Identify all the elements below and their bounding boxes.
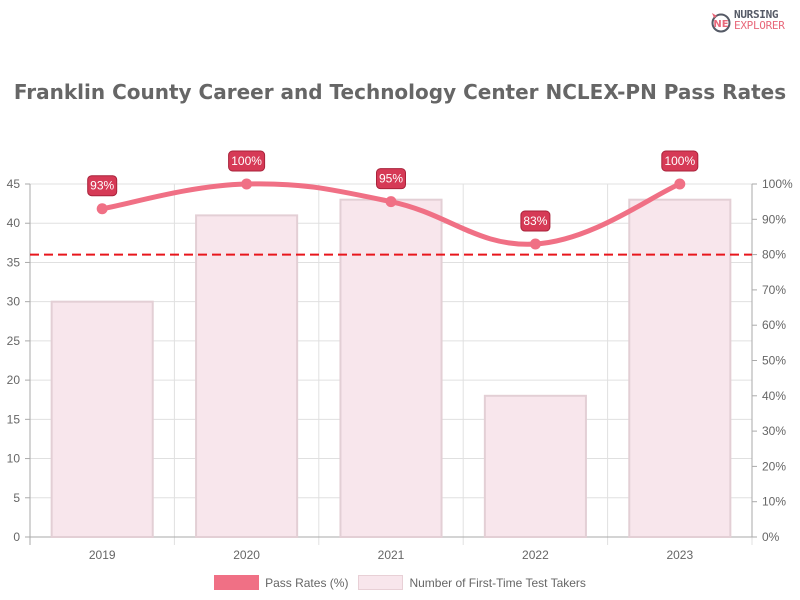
bar[interactable] [50, 300, 154, 538]
chart-legend: Pass Rates (%) Number of First-Time Test… [0, 575, 800, 590]
y-right-tick: 90% [762, 212, 786, 226]
y-left-tick: 45 [7, 177, 21, 191]
y-right-tick: 80% [762, 248, 786, 262]
data-label: 93% [90, 179, 114, 193]
y-left-tick: 15 [7, 412, 21, 426]
y-right-tick: 10% [762, 495, 786, 509]
data-label-badge [661, 150, 699, 172]
y-left-tick: 5 [13, 491, 20, 505]
y-left-tick: 35 [7, 255, 21, 269]
x-tick: 2021 [378, 548, 405, 562]
legend-item-pass-rates[interactable]: Pass Rates (%) [214, 575, 348, 590]
logo-icon: NE [711, 13, 731, 33]
bar[interactable] [195, 214, 299, 538]
y-right-tick: 100% [762, 177, 793, 191]
data-point[interactable] [96, 203, 108, 215]
bar[interactable] [483, 394, 587, 538]
legend-swatch-bar [358, 575, 404, 590]
data-label: 100% [664, 154, 695, 168]
brand-line1: NURSING [734, 8, 779, 21]
data-label: 100% [231, 154, 262, 168]
y-left-tick: 10 [7, 452, 21, 466]
data-point[interactable] [241, 178, 253, 190]
y-right-tick: 30% [762, 424, 786, 438]
brand-logo: NE NURSING EXPLORER [708, 8, 800, 36]
bar[interactable] [339, 198, 443, 538]
legend-label: Pass Rates (%) [265, 575, 349, 590]
svg-text:NE: NE [713, 19, 728, 30]
y-right-tick: 60% [762, 318, 786, 332]
data-point[interactable] [385, 196, 397, 208]
data-label-badge [376, 168, 406, 190]
x-tick: 2023 [666, 548, 693, 562]
data-label-badge [520, 210, 551, 232]
data-label: 83% [523, 214, 547, 228]
data-label-badge [87, 175, 118, 197]
legend-swatch-line [214, 575, 260, 590]
y-left-tick: 30 [7, 295, 21, 309]
x-tick: 2020 [233, 548, 260, 562]
y-right-tick: 70% [762, 283, 786, 297]
bar[interactable] [628, 198, 732, 538]
y-right-tick: 0% [762, 530, 780, 544]
chart-title: Franklin County Career and Technology Ce… [13, 80, 787, 104]
y-right-tick: 20% [762, 459, 786, 473]
data-label: 95% [379, 172, 403, 186]
y-left-tick: 40 [7, 216, 21, 230]
y-right-tick: 50% [762, 354, 786, 368]
data-point[interactable] [529, 238, 541, 250]
data-point[interactable] [674, 178, 686, 190]
legend-label: Number of First-Time Test Takers [409, 575, 586, 590]
y-left-tick: 0 [13, 530, 20, 544]
y-left-tick: 20 [7, 373, 21, 387]
y-right-tick: 40% [762, 389, 786, 403]
y-left-tick: 25 [7, 334, 21, 348]
brand-line2: EXPLORER [734, 19, 785, 32]
legend-item-test-takers[interactable]: Number of First-Time Test Takers [358, 575, 586, 590]
x-tick: 2019 [89, 548, 116, 562]
data-label-badge [228, 150, 266, 172]
x-tick: 2022 [522, 548, 549, 562]
